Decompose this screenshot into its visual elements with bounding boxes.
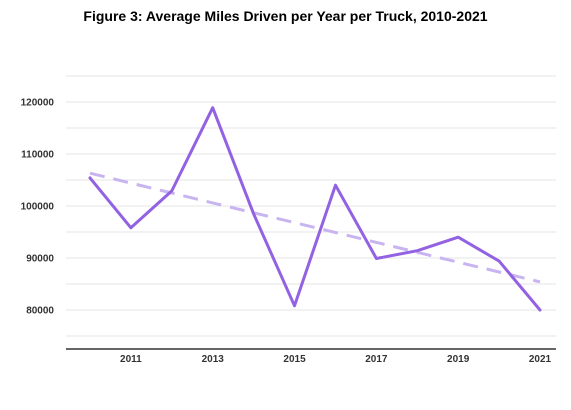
y-axis-labels: 80000 90000 100000 110000 120000 <box>21 98 55 317</box>
trend-line <box>89 171 541 284</box>
x-tick-label: 2017 <box>365 354 388 365</box>
x-tick-label: 2019 <box>447 354 470 365</box>
x-tick-label: 2011 <box>120 354 142 365</box>
x-tick-label: 2021 <box>529 354 552 365</box>
x-tick-label: 2015 <box>283 354 306 365</box>
miles-line <box>88 106 542 312</box>
y-tick-label: 90000 <box>26 254 54 265</box>
chart-title: Figure 3: Average Miles Driven per Year … <box>83 8 488 24</box>
x-axis-labels: 2011 2013 2015 2017 2019 2021 <box>120 354 552 365</box>
gridlines <box>66 75 556 337</box>
y-tick-label: 110000 <box>21 150 54 161</box>
y-tick-label: 80000 <box>26 306 54 317</box>
x-tick-label: 2013 <box>202 354 225 365</box>
y-tick-label: 100000 <box>21 202 55 213</box>
series-lines <box>88 106 542 312</box>
y-tick-label: 120000 <box>21 98 55 109</box>
